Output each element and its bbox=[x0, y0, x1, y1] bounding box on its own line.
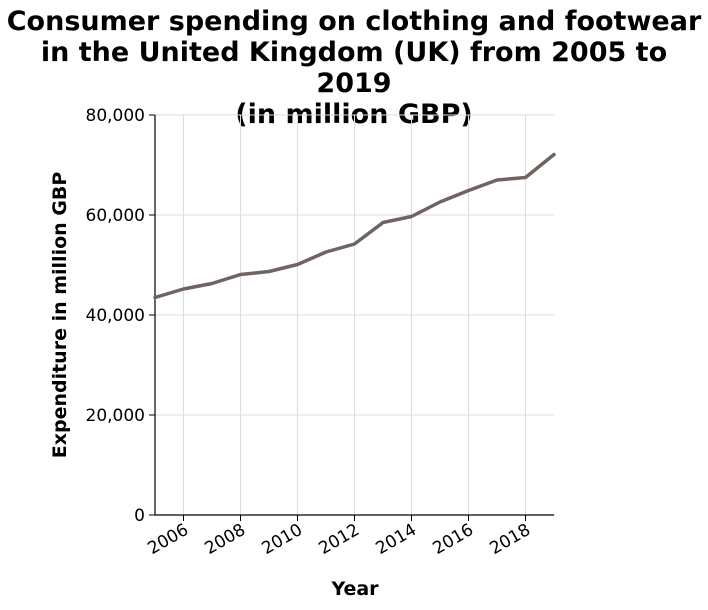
gridlines bbox=[155, 114, 554, 515]
x-tick-label: 2010 bbox=[259, 520, 306, 559]
y-tick-label: 80,000 bbox=[86, 106, 145, 126]
data-point-2009 bbox=[267, 270, 270, 273]
chart-title-line-1: Consumer spending on clothing and footwe… bbox=[6, 6, 702, 37]
data-point-2015 bbox=[438, 200, 441, 203]
data-point-2014 bbox=[410, 215, 413, 218]
x-axis-ticks: 2006 2008 2010 2012 2014 2016 2018 bbox=[145, 515, 534, 559]
x-tick-label: 2016 bbox=[430, 520, 477, 559]
x-tick-label: 2006 bbox=[145, 520, 192, 559]
x-tick-label: 2014 bbox=[373, 520, 420, 559]
data-point-2010 bbox=[296, 263, 299, 266]
x-tick-label: 2008 bbox=[202, 520, 249, 559]
data-point-2019 bbox=[552, 153, 555, 156]
data-point-2006 bbox=[182, 287, 185, 290]
chart-title-line-2: in the United Kingdom (UK) from 2005 to … bbox=[40, 37, 668, 99]
y-axis-title: Expenditure in million GBP bbox=[49, 172, 71, 459]
data-point-2008 bbox=[239, 273, 242, 276]
data-point-2005 bbox=[153, 296, 156, 299]
data-point-2013 bbox=[381, 221, 384, 224]
data-series bbox=[153, 152, 556, 300]
data-point-2011 bbox=[324, 250, 327, 253]
chart-title: Consumer spending on clothing and footwe… bbox=[0, 6, 708, 130]
data-point-2018 bbox=[524, 176, 527, 179]
series-line-0 bbox=[153, 152, 556, 300]
y-tick-label: 40,000 bbox=[86, 306, 145, 326]
data-point-2017 bbox=[495, 178, 498, 181]
x-tick-label: 2018 bbox=[487, 520, 534, 559]
y-tick-label: 60,000 bbox=[86, 206, 145, 226]
y-tick-label: 0 bbox=[134, 506, 145, 526]
data-point-2012 bbox=[353, 242, 356, 245]
data-point-2016 bbox=[467, 189, 470, 192]
y-axis-ticks: 0 20,000 40,000 60,000 80,000 bbox=[86, 106, 155, 526]
data-point-2007 bbox=[210, 282, 213, 285]
x-tick-label: 2012 bbox=[316, 520, 363, 559]
y-tick-label: 20,000 bbox=[86, 406, 145, 426]
x-axis-title: Year bbox=[330, 578, 379, 600]
